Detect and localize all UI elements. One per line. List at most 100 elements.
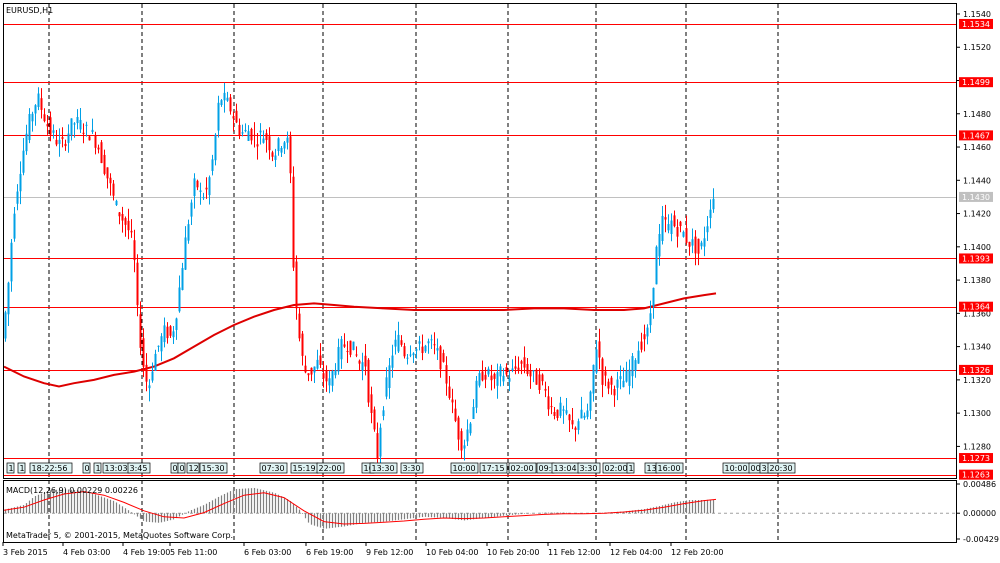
time-label: 6 Feb 19:00 [306,548,353,557]
level-tag [959,77,993,88]
price-tick-label: 1.1480 [963,110,991,119]
trade-marker-label: 13:04 [554,464,577,473]
trade-marker-box[interactable] [400,462,424,474]
trade-marker-box[interactable] [626,462,635,474]
trade-marker-box[interactable] [6,462,15,474]
trade-marker-box[interactable] [29,462,73,474]
candle-body [124,218,127,225]
candle-body [253,134,256,136]
candle-body [121,214,124,221]
candle-body [667,224,670,231]
trade-marker-box[interactable] [82,462,91,474]
candle-body [259,130,262,133]
candle-body [658,234,661,257]
candle-body [73,123,76,125]
time-label: 12 Feb 04:00 [610,548,662,557]
candle-body [331,371,334,386]
level-tag-label: 1.1499 [962,78,990,87]
time-label: 12 Feb 20:00 [671,548,723,557]
time-axis: 3 Feb 2015 4 Feb 03:00 4 Feb 19:00 5 Feb 11… [2,542,723,557]
candle-body [235,110,238,123]
trade-marker-label: 02:00 [605,464,628,473]
candle-body [661,215,664,241]
price-tick-label: 1.1400 [963,243,991,252]
candle-body [571,420,574,425]
macd-panel [3,487,956,529]
candle-body [529,370,532,377]
candle-body [76,117,79,124]
trade-marker-box[interactable] [450,462,479,474]
trade-marker-box[interactable] [127,462,151,474]
trade-marker-box[interactable] [177,462,186,474]
candle-body [55,139,58,145]
candle-body [319,355,322,365]
candle-body [313,366,316,373]
level-tag [959,364,993,375]
price-tick-label: 1.1380 [963,276,991,285]
candle-body [265,133,268,141]
candle-body [538,374,541,390]
candle-body [415,349,418,351]
candle-body [184,237,187,270]
candle-body [541,374,544,382]
candle-body [49,117,52,135]
candle-body [325,370,328,382]
candle-body [52,130,55,133]
candle-body [271,152,274,157]
candle-body [307,373,310,376]
candle-body [118,212,121,217]
candle-body [466,429,469,442]
trade-markers[interactable]: 1 1 18:22:56 0 1 13:03 3:45 0 0 12 15:30 07:30 15:19… [6,462,796,474]
candle-body [106,167,109,179]
trade-marker-box[interactable] [767,462,796,474]
candle-body [208,177,211,196]
trade-marker-box[interactable] [479,462,508,474]
candle-body [406,357,409,359]
trade-marker-box[interactable] [199,462,228,474]
candle-body [475,380,478,408]
candle-body [550,406,553,408]
trade-marker-box[interactable] [369,462,398,474]
trade-marker-box[interactable] [577,462,601,474]
trade-marker-label: 07:30 [262,464,285,473]
trade-marker-label: 3:45 [130,464,148,473]
candle-body [103,154,106,174]
candle-body [610,377,613,385]
candle-body [613,389,616,396]
candle-body [352,341,355,351]
candle-body [7,282,10,315]
candle-body [478,373,481,386]
candle-body [490,375,493,381]
price-tick-label: 1.1300 [963,409,991,418]
trade-marker-box[interactable] [316,462,345,474]
candle-body [136,262,139,306]
trade-marker-box[interactable] [17,462,26,474]
candle-body [301,333,304,356]
trade-marker-box[interactable] [186,462,200,474]
candle-body [484,374,487,380]
candle-body [685,228,688,243]
candle-body [649,313,652,326]
candle-body [616,379,619,388]
trade-marker-box[interactable] [655,462,684,474]
candle-body [64,143,67,147]
candle-body [430,339,433,341]
candle-body [100,142,103,164]
candle-body [394,339,397,347]
candle-body [241,132,244,134]
candle-body [361,362,364,372]
trade-marker-label: 09: [539,464,552,473]
candle-body [115,200,118,206]
trade-marker-box[interactable] [259,462,288,474]
candle-body [412,353,415,356]
trade-marker-box[interactable] [508,462,537,474]
candle-body [169,326,172,336]
candle-body [37,93,40,108]
candle-body [226,97,229,101]
candle-body [688,241,691,247]
candle-body [13,213,16,239]
candle-body [694,236,697,254]
trade-marker-box[interactable] [93,462,102,474]
candle-body [493,373,496,379]
